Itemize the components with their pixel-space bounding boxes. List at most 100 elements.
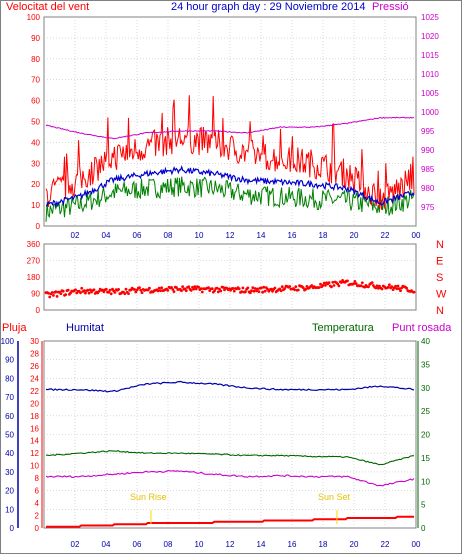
direction-point: [140, 291, 144, 294]
direction-point: [87, 291, 91, 295]
wind-x-tick-label: 22: [381, 231, 390, 240]
direction-point: [133, 288, 137, 291]
direction-point: [64, 293, 68, 296]
direction-compass-label: E: [436, 256, 443, 268]
climate-x-tick-label: 22: [381, 540, 390, 549]
wind-x-tick-label: 20: [350, 231, 359, 240]
temperature-y-tick-label: 30: [421, 384, 430, 393]
climate-x-tick-label: 14: [257, 540, 266, 549]
climate-x-tick-label: 02: [71, 540, 80, 549]
direction-point: [374, 286, 378, 290]
rain-y-tick-label: 18: [30, 412, 39, 421]
wind-y-tick-label: 90: [31, 34, 40, 43]
direction-point: [86, 288, 90, 292]
temperature-y-tick-label: 10: [421, 477, 430, 486]
wind-y-tick-label: 10: [31, 201, 40, 210]
direction-point: [184, 289, 188, 293]
direction-point: [181, 285, 185, 288]
direction-point: [346, 279, 349, 283]
direction-point: [232, 289, 236, 293]
direction-compass-label: N: [436, 305, 444, 317]
direction-point: [263, 289, 267, 293]
direction-point: [394, 284, 397, 288]
pressure-y-tick-label: 985: [421, 165, 435, 174]
humidity-y-tick-label: 40: [5, 449, 14, 458]
direction-point: [156, 289, 160, 293]
direction-point: [84, 291, 87, 295]
pressure-series: [45, 116, 415, 140]
humidity-y-tick-label: 90: [5, 356, 14, 365]
humidity-series: [45, 380, 415, 393]
direction-point: [321, 284, 325, 287]
direction-y-tick-label: 270: [27, 257, 41, 266]
direction-y-tick-label: 90: [31, 290, 40, 299]
climate-x-tick-label: 20: [350, 540, 359, 549]
direction-point: [139, 288, 143, 292]
humidity-y-tick-label: 80: [5, 374, 14, 383]
humidity-y-tick-label: 30: [5, 468, 14, 477]
direction-point: [59, 292, 63, 295]
wind-x-tick-label: 18: [319, 231, 328, 240]
direction-point: [47, 291, 50, 295]
direction-compass-label: S: [436, 272, 443, 284]
direction-point: [251, 286, 255, 290]
rain-y-tick-label: 22: [30, 387, 39, 396]
climate-x-tick-label: 12: [226, 540, 235, 549]
direction-point: [240, 290, 244, 294]
direction-point: [192, 287, 196, 291]
direction-point: [102, 290, 106, 294]
climate-x-tick-label: 16: [288, 540, 297, 549]
rain-y-tick-label: 14: [30, 437, 39, 446]
direction-compass-label: W: [436, 289, 447, 301]
wind-y-tick-label: 0: [36, 222, 41, 231]
direction-point: [301, 286, 305, 290]
climate-x-tick-label: 18: [319, 540, 328, 549]
rain-y-tick-label: 6: [35, 487, 40, 496]
direction-point: [288, 285, 292, 288]
direction-point: [257, 290, 261, 293]
direction-point: [279, 289, 283, 293]
direction-point: [319, 282, 322, 286]
direction-point: [283, 287, 287, 290]
direction-point: [170, 286, 173, 289]
wind-y-tick-label: 40: [31, 138, 40, 147]
direction-point: [138, 286, 141, 290]
dewpoint-series: [45, 470, 415, 487]
direction-point: [219, 289, 223, 293]
direction-point: [375, 284, 379, 288]
humidity-y-tick-label: 70: [5, 393, 14, 402]
humidity-y-tick-label: 20: [5, 487, 14, 496]
rain-y-tick-label: 0: [35, 524, 40, 533]
direction-point: [88, 288, 92, 292]
direction-point: [61, 289, 65, 293]
direction-point: [331, 280, 335, 284]
direction-point: [157, 286, 161, 290]
temperature-y-tick-label: 35: [421, 360, 430, 369]
wind-y-tick-label: 70: [31, 76, 40, 85]
direction-point: [166, 289, 170, 292]
wind-speed-axis-title: Velocitat del vent: [6, 1, 89, 13]
pressure-y-tick-label: 1025: [421, 13, 439, 22]
wind-x-tick-label: 00: [412, 231, 421, 240]
temperature-y-tick-label: 20: [421, 431, 430, 440]
direction-point: [332, 284, 336, 287]
pressure-y-tick-label: 1010: [421, 70, 439, 79]
direction-point: [273, 286, 277, 290]
direction-point: [256, 287, 260, 291]
sunset-annotation: Sun Set: [318, 492, 351, 502]
pressure-y-tick-label: 995: [421, 127, 435, 136]
direction-point: [337, 284, 341, 288]
direction-point: [305, 285, 309, 288]
wind-y-tick-label: 30: [31, 159, 40, 168]
direction-point: [253, 287, 257, 290]
direction-point: [340, 281, 343, 284]
direction-point: [213, 289, 217, 292]
direction-point: [66, 288, 70, 292]
direction-point: [171, 288, 175, 291]
direction-point: [159, 289, 162, 293]
rain-series: [46, 515, 414, 528]
direction-point: [246, 286, 250, 290]
direction-point: [216, 290, 220, 294]
direction-point: [172, 290, 176, 293]
